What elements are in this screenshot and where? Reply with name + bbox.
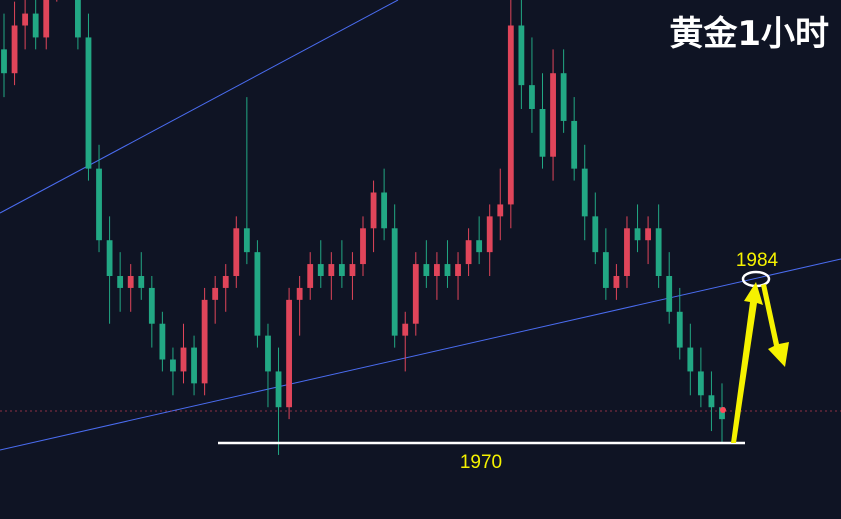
candle-body: [170, 359, 176, 372]
trendlines-layer: [0, 0, 841, 451]
candle-body: [328, 264, 335, 276]
candle-body: [708, 395, 715, 408]
candle-body: [634, 228, 641, 241]
upper-trendline: [0, 0, 399, 214]
candle-body: [486, 216, 493, 253]
candle-body: [148, 287, 155, 324]
candle-body: [296, 287, 303, 300]
candle-body: [75, 0, 81, 38]
down-arrow: [761, 284, 789, 367]
candle-body: [159, 323, 166, 360]
candle-body: [581, 168, 588, 217]
support-label: 1970: [460, 452, 502, 473]
candle-body: [96, 168, 102, 241]
candle-body: [539, 109, 546, 157]
candle-body: [455, 264, 461, 276]
candle-body: [624, 228, 630, 276]
candle-body: [222, 276, 229, 288]
candle-body: [402, 323, 409, 336]
candle-body: [201, 299, 208, 384]
candle-body: [43, 0, 50, 38]
candle-body: [370, 192, 377, 229]
candle-body: [497, 204, 504, 217]
candle-body: [212, 287, 219, 300]
candle-body: [687, 347, 694, 372]
candle-body: [719, 407, 725, 420]
candle-body: [127, 276, 134, 288]
candle-body: [571, 120, 578, 169]
candle-body: [349, 264, 356, 276]
annotation-arrows: [731, 282, 789, 443]
candle-body: [560, 73, 567, 121]
candle-body: [32, 13, 39, 38]
candle-body: [191, 347, 197, 384]
candle-body: [307, 264, 314, 288]
candle-body: [275, 371, 282, 408]
candle-body: [391, 228, 398, 336]
lower-trendline: [0, 258, 841, 451]
candle-body: [476, 240, 483, 253]
candle-body: [423, 264, 430, 276]
candle-body: [529, 85, 535, 109]
chart-title: 黄金1小时: [669, 14, 829, 54]
candle-body: [180, 347, 187, 372]
candle-body: [233, 228, 240, 276]
current-price-marker: [720, 407, 726, 413]
candle-body: [666, 276, 673, 312]
candle-body: [444, 264, 451, 276]
candle-body: [11, 25, 18, 74]
candle-body: [117, 276, 124, 288]
candle-body: [655, 228, 662, 276]
candle-body: [465, 240, 472, 265]
candle-body: [645, 228, 651, 241]
candle-body: [338, 264, 345, 276]
candle-body: [592, 216, 599, 253]
candle-body: [85, 37, 92, 169]
candle-body: [676, 311, 683, 348]
candle-body: [507, 25, 514, 205]
candle-body: [106, 240, 113, 276]
up-arrow: [731, 282, 763, 443]
candle-body: [613, 276, 620, 288]
candle-body: [518, 25, 525, 86]
target-label: 1984: [736, 250, 779, 271]
candle-body: [317, 264, 324, 276]
candle-body: [265, 335, 271, 372]
candle-body: [360, 228, 366, 265]
candle-body: [412, 264, 419, 324]
candle-body: [243, 228, 250, 253]
candle-body: [381, 192, 388, 229]
candle-body: [697, 371, 704, 396]
candle-body: [550, 73, 556, 157]
candle-body: [254, 252, 261, 336]
candle-body: [602, 252, 609, 288]
candle-body: [138, 276, 145, 288]
candle-body: [1, 49, 7, 74]
candle-body: [286, 299, 292, 408]
candle-body: [434, 264, 440, 276]
candle-body: [22, 13, 29, 26]
candles-layer: [1, 0, 725, 455]
